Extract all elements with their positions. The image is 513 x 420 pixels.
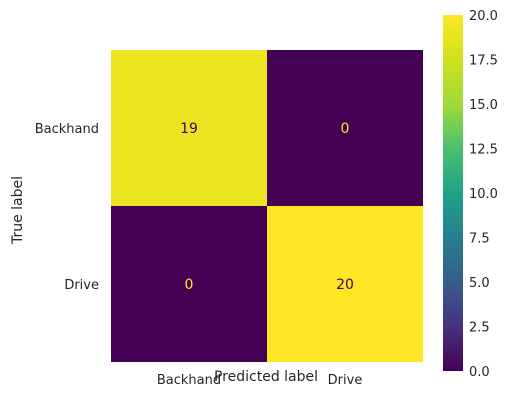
colorbar-tick-label: 5.0 (469, 276, 490, 291)
x-tick-label: Backhand (157, 373, 221, 388)
cell-value-label: 20 (336, 277, 354, 293)
x-axis-label: Predicted label (214, 369, 318, 385)
y-tick-label: Backhand (35, 122, 99, 137)
y-tick-labels: Backhand Drive (35, 122, 99, 293)
colorbar-tick-label: 15.0 (469, 98, 498, 113)
cell-value-label: 0 (341, 121, 350, 137)
heatmap-cell (111, 50, 267, 206)
colorbar-tick-label: 7.5 (469, 232, 490, 247)
heatmap-cell (267, 50, 423, 206)
heatmap-cell (267, 206, 423, 362)
x-tick-label: Drive (328, 373, 363, 388)
colorbar-tick-label: 20.0 (469, 9, 498, 24)
colorbar-tick-label: 0.0 (469, 365, 490, 380)
cell-value-label: 0 (185, 277, 194, 293)
heatmap-cells (111, 50, 423, 362)
colorbar-tick-label: 12.5 (469, 143, 498, 158)
colorbar (443, 15, 463, 371)
y-axis-label: True label (10, 176, 26, 245)
y-tick-label: Drive (64, 278, 99, 293)
colorbar-tick-label: 17.5 (469, 54, 498, 69)
colorbar-tick-label: 2.5 (469, 321, 490, 336)
heatmap-cell (111, 206, 267, 362)
colorbar-tick-label: 10.0 (469, 187, 498, 202)
cell-value-label: 19 (180, 121, 198, 137)
x-tick-labels: Backhand Drive (157, 373, 362, 388)
heatmap-cell-labels: 19 0 0 20 (180, 121, 354, 293)
colorbar-tick-labels: 0.0 2.5 5.0 7.5 10.0 12.5 15.0 17.5 20.0 (469, 9, 498, 380)
